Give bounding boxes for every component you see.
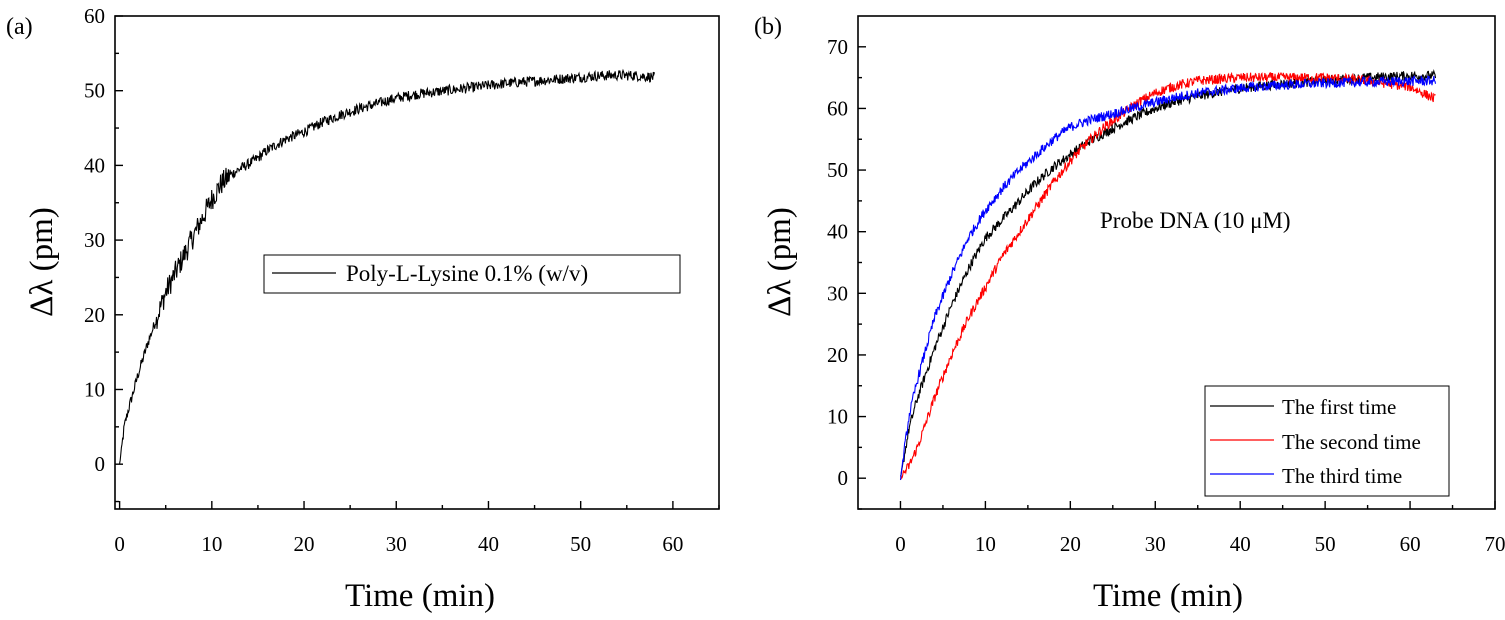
x-tick-label: 40 (1230, 532, 1251, 556)
panel-b-y-tick-labels: 0 10 20 30 40 50 60 70 (827, 35, 848, 490)
x-tick-label: 20 (1060, 532, 1081, 556)
panel-b-annotation: Probe DNA (10 μM) (1100, 208, 1291, 233)
panel-b-chart: (b) 0 10 20 30 40 50 60 70 0 10 20 30 40 50 60 70 Prob… (754, 14, 1505, 614)
x-tick-label: 30 (386, 532, 407, 556)
y-tick-label: 60 (84, 4, 105, 28)
panel-a-legend-label: Poly-L-Lysine 0.1% (w/v) (346, 261, 588, 286)
y-tick-label: 20 (827, 343, 848, 367)
x-tick-label: 60 (662, 532, 683, 556)
x-tick-label: 40 (478, 532, 499, 556)
x-tick-label: 10 (975, 532, 996, 556)
panel-b-label: (b) (754, 14, 782, 40)
x-tick-label: 50 (570, 532, 591, 556)
panel-b-ticks (858, 46, 1496, 510)
x-tick-label: 30 (1145, 532, 1166, 556)
x-tick-label: 50 (1315, 532, 1336, 556)
panel-a-legend-box (263, 254, 681, 294)
panel-a-x-axis-title: Time (min) (345, 578, 495, 614)
series-line-b-2 (899, 74, 1437, 481)
y-tick-label: 60 (827, 96, 848, 120)
panel-b-legend-label-third: The third time (1282, 464, 1402, 488)
panel-a-x-tick-labels: 0 10 20 30 40 50 60 (114, 532, 683, 556)
y-tick-label: 40 (827, 220, 848, 244)
x-tick-label: 20 (294, 532, 315, 556)
y-tick-label: 30 (827, 281, 848, 305)
y-tick-label: 70 (827, 35, 848, 59)
panel-a-series (119, 68, 656, 464)
panel-a-ticks (115, 15, 720, 509)
x-tick-label: 0 (114, 532, 125, 556)
panel-b-y-axis-title: Δλ (pm) (762, 207, 798, 317)
panel-a-y-axis-title: Δλ (pm) (24, 207, 60, 317)
panel-b-legend-label-first: The first time (1282, 395, 1396, 419)
series-line-b-1 (900, 71, 1436, 480)
panel-a-chart: (a) 0 10 20 30 40 50 60 0 10 20 30 40 50 60 Time (mi… (6, 4, 720, 614)
series-line-a-0 (119, 68, 656, 464)
panel-a-legend: Poly-L-Lysine 0.1% (w/v) (263, 254, 681, 294)
panel-b-legend: The first time The second time The third… (1204, 385, 1450, 497)
y-tick-label: 50 (827, 158, 848, 182)
panel-a-label: (a) (6, 14, 33, 40)
panel-b-x-axis-title: Time (min) (1093, 578, 1243, 614)
y-tick-label: 0 (838, 466, 849, 490)
x-tick-label: 0 (895, 532, 906, 556)
y-tick-label: 10 (827, 405, 848, 429)
y-tick-label: 50 (84, 79, 105, 103)
panel-a-plot-frame (114, 15, 720, 510)
panel-b-legend-box (1204, 385, 1450, 497)
y-tick-label: 20 (84, 303, 105, 327)
x-tick-label: 70 (1485, 532, 1505, 556)
y-tick-label: 10 (84, 377, 105, 401)
panel-b-legend-label-second: The second time (1282, 430, 1421, 454)
panel-b-series (899, 68, 1437, 481)
x-tick-label: 60 (1400, 532, 1421, 556)
x-tick-label: 10 (201, 532, 222, 556)
y-tick-label: 30 (84, 228, 105, 252)
y-tick-label: 40 (84, 153, 105, 177)
panel-b-x-tick-labels: 0 10 20 30 40 50 60 70 (895, 532, 1505, 556)
y-tick-label: 0 (95, 452, 106, 476)
panel-a-y-tick-labels: 0 10 20 30 40 50 60 (84, 4, 105, 476)
